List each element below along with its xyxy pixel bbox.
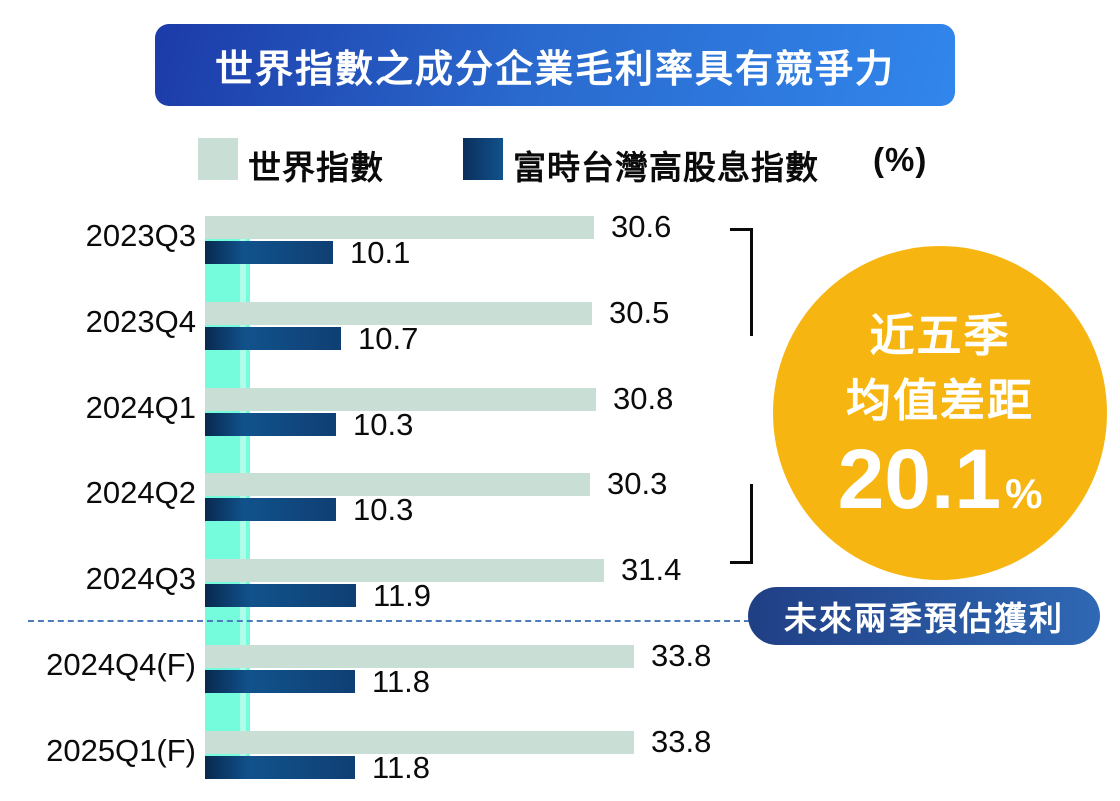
callout-line-1: 近五季 <box>869 309 1011 361</box>
world-index-value-label: 30.5 <box>609 295 670 330</box>
legend-label-world-index: 世界指數 <box>248 149 384 186</box>
dividend-index-value-label: 10.7 <box>358 321 419 356</box>
world-index-value-label: 33.8 <box>651 724 712 759</box>
world-index-value-label: 31.4 <box>621 552 682 587</box>
world-index-bar <box>205 388 596 411</box>
legend-swatch-dividend-index <box>463 138 503 180</box>
dividend-index-bar <box>205 327 341 350</box>
dividend-index-value-label: 10.3 <box>353 492 414 527</box>
dividend-index-bar <box>205 670 355 693</box>
dividend-index-bar <box>205 413 336 436</box>
future-estimate-badge-label: 未來兩季預估獲利 <box>784 600 1064 637</box>
legend-swatch-world-index <box>198 138 238 180</box>
category-label: 2024Q2 <box>85 475 196 510</box>
world-index-bar <box>205 645 634 668</box>
title-banner: 世界指數之成分企業毛利率具有競爭力 <box>155 24 955 106</box>
world-index-bar <box>205 302 592 325</box>
dividend-index-value-label: 10.1 <box>350 235 411 270</box>
dividend-index-bar <box>205 584 356 607</box>
world-index-bar <box>205 731 634 754</box>
bracket-top-segment <box>730 228 753 336</box>
dividend-index-bar <box>205 756 355 779</box>
world-index-bar <box>205 216 594 239</box>
callout-gap-unit: % <box>1005 470 1043 518</box>
legend-unit-label: (%) <box>873 141 928 178</box>
callout-value-row: 20.1 % <box>838 435 1043 523</box>
dividend-index-value-label: 10.3 <box>353 407 414 442</box>
world-index-value-label: 30.3 <box>607 466 668 501</box>
forecast-divider-dashed-line <box>28 620 750 622</box>
category-label: 2024Q1 <box>85 390 196 425</box>
category-label: 2023Q4 <box>85 304 196 339</box>
world-index-value-label: 30.6 <box>611 209 672 244</box>
avg-gap-callout-circle: 近五季 均值差距 20.1 % <box>773 246 1107 580</box>
world-index-value-label: 33.8 <box>651 638 712 673</box>
page-title: 世界指數之成分企業毛利率具有競爭力 <box>214 48 895 91</box>
dividend-index-bar <box>205 498 336 521</box>
category-label: 2024Q4(F) <box>46 647 196 682</box>
category-label: 2025Q1(F) <box>46 733 196 768</box>
callout-line-2: 均值差距 <box>845 374 1034 426</box>
category-label: 2023Q3 <box>85 218 196 253</box>
world-index-bar <box>205 559 604 582</box>
dividend-index-bar <box>205 241 333 264</box>
world-index-value-label: 30.8 <box>613 381 674 416</box>
world-index-bar <box>205 473 590 496</box>
category-label: 2024Q3 <box>85 561 196 596</box>
dividend-index-value-label: 11.9 <box>373 578 432 613</box>
future-estimate-badge: 未來兩季預估獲利 <box>748 587 1100 645</box>
dividend-index-value-label: 11.8 <box>372 664 431 699</box>
bracket-bottom-segment <box>730 484 753 564</box>
dividend-index-value-label: 11.8 <box>372 750 431 785</box>
callout-gap-value: 20.1 <box>837 432 1002 527</box>
legend-label-dividend-index: 富時台灣高股息指數 <box>513 149 819 186</box>
